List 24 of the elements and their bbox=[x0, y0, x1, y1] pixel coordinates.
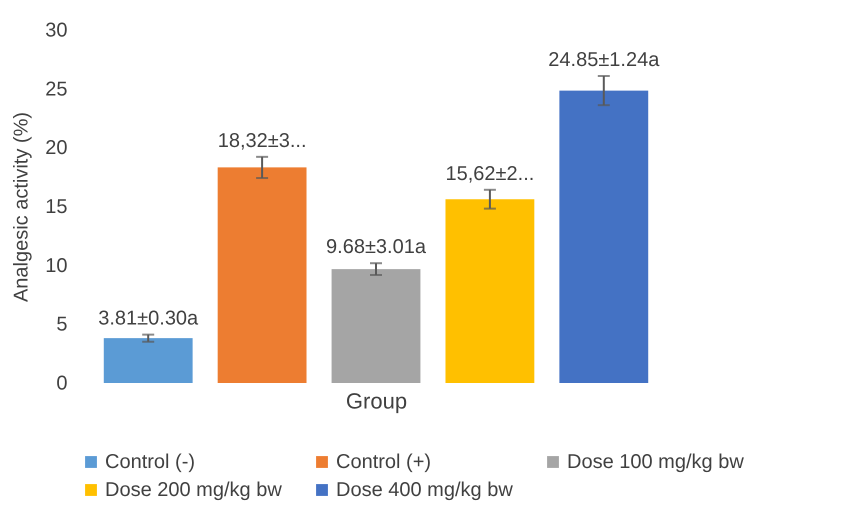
legend-label: Dose 200 mg/kg bw bbox=[105, 479, 282, 501]
y-axis-title: Analgesic activity (%) bbox=[10, 112, 32, 302]
y-tick-label: 30 bbox=[45, 20, 68, 42]
y-tick-label: 20 bbox=[45, 137, 68, 160]
data-label: 15,62±2... bbox=[445, 162, 534, 185]
y-tick-label: 15 bbox=[45, 196, 68, 218]
bar bbox=[445, 199, 534, 383]
data-label: 3.81±0.30a bbox=[98, 308, 200, 330]
legend-label: Control (-) bbox=[105, 451, 196, 473]
y-tick-label: 5 bbox=[56, 314, 68, 336]
y-tick-label: 10 bbox=[45, 254, 68, 277]
bar bbox=[332, 269, 420, 383]
legend-label: Dose 100 mg/kg bw bbox=[567, 451, 744, 473]
data-label: 24.85±1.24a bbox=[548, 49, 660, 72]
bar bbox=[218, 167, 307, 383]
data-label: 9.68±3.01a bbox=[326, 236, 427, 258]
y-tick-label: 25 bbox=[45, 78, 68, 100]
legend-label: Control (+) bbox=[336, 451, 432, 473]
legend-label: Dose 400 mg/kg bw bbox=[336, 479, 514, 501]
bar bbox=[559, 90, 648, 383]
x-axis-title: Group bbox=[346, 388, 408, 414]
bar bbox=[104, 338, 193, 383]
y-tick-label: 0 bbox=[56, 372, 68, 394]
data-label: 18,32±3... bbox=[218, 130, 307, 152]
